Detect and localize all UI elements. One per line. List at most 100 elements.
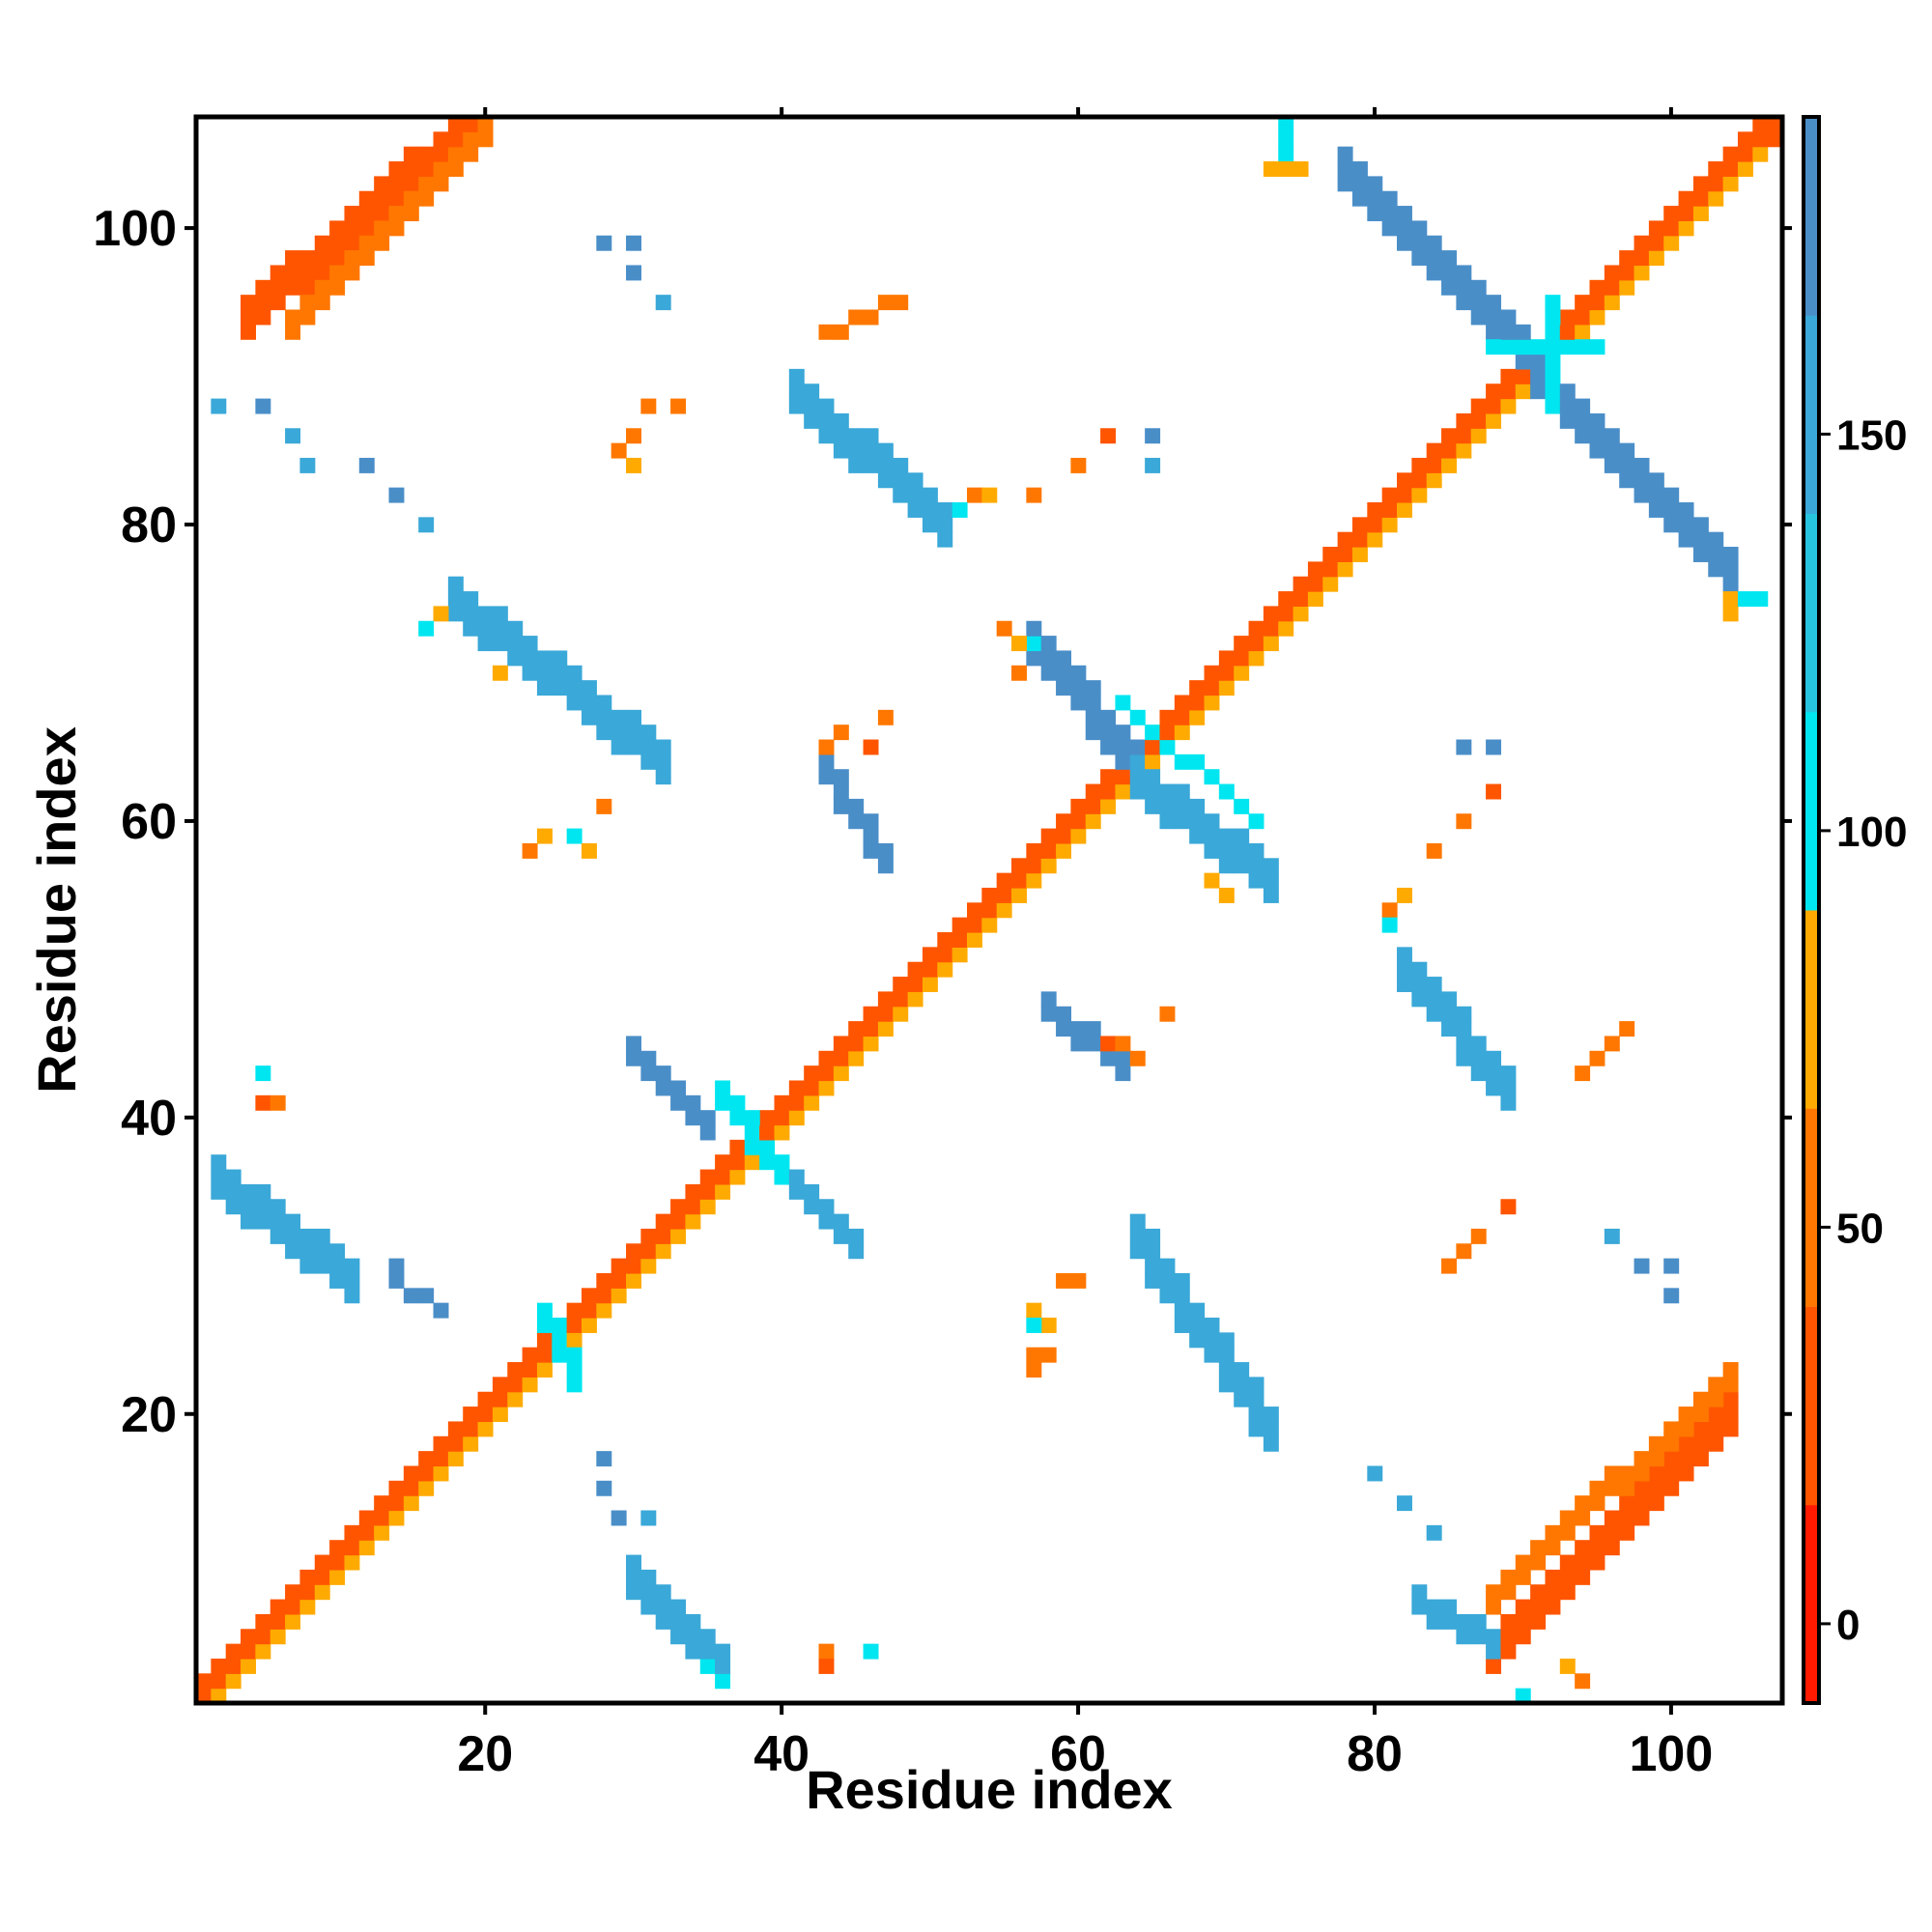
heatmap-cell bbox=[1708, 547, 1724, 562]
heatmap-cell bbox=[833, 798, 849, 814]
heatmap-cell bbox=[1559, 1658, 1576, 1674]
heatmap-cell bbox=[655, 1243, 671, 1260]
heatmap-cell bbox=[1500, 1080, 1517, 1096]
heatmap-cell bbox=[1486, 1080, 1502, 1096]
heatmap-cell bbox=[241, 1213, 256, 1230]
heatmap-cell bbox=[1678, 1465, 1694, 1482]
heatmap-cell bbox=[492, 1406, 508, 1423]
heatmap-cell bbox=[877, 457, 894, 473]
heatmap-cell bbox=[774, 1124, 790, 1141]
heatmap-cell bbox=[640, 739, 657, 755]
heatmap-cell bbox=[1648, 1435, 1664, 1452]
heatmap-cell bbox=[863, 442, 879, 459]
heatmap-cell bbox=[729, 1094, 746, 1111]
heatmap-cell bbox=[1129, 783, 1146, 800]
y-tick-label: 80 bbox=[121, 497, 177, 554]
heatmap-cell bbox=[1026, 487, 1042, 503]
y-tick-label: 100 bbox=[93, 201, 177, 257]
heatmap-cell bbox=[1530, 368, 1547, 384]
heatmap-cell bbox=[241, 1629, 256, 1645]
heatmap-cell bbox=[270, 279, 286, 296]
heatmap-cell bbox=[329, 1569, 346, 1585]
heatmap-cell bbox=[507, 636, 524, 652]
heatmap-cell bbox=[833, 1050, 849, 1066]
heatmap-cell bbox=[774, 1169, 790, 1185]
heatmap-cell bbox=[1604, 1480, 1620, 1496]
heatmap-cell bbox=[1486, 1584, 1502, 1601]
heatmap-cell bbox=[492, 1377, 508, 1393]
heatmap-cell bbox=[1575, 1673, 1591, 1690]
heatmap-cell bbox=[922, 947, 938, 963]
heatmap-cell bbox=[848, 798, 865, 814]
heatmap-cell bbox=[1026, 1318, 1042, 1333]
heatmap-cell bbox=[1248, 1377, 1264, 1393]
heatmap-cell bbox=[1648, 501, 1664, 518]
heatmap-cell bbox=[1129, 1243, 1146, 1260]
heatmap-cell bbox=[1411, 472, 1428, 489]
heatmap-cell bbox=[655, 769, 671, 785]
heatmap-cell bbox=[788, 1169, 805, 1185]
heatmap-cell bbox=[1545, 324, 1561, 340]
heatmap-cell bbox=[1604, 457, 1620, 473]
heatmap-cell bbox=[729, 1154, 746, 1171]
heatmap-cell bbox=[1248, 1421, 1264, 1437]
x-tick-label: 80 bbox=[1347, 1726, 1403, 1782]
heatmap-cell bbox=[1619, 442, 1635, 459]
heatmap-cell bbox=[1722, 176, 1739, 192]
heatmap-cell bbox=[358, 1510, 375, 1526]
heatmap-cell bbox=[1604, 1524, 1620, 1541]
heatmap-cell bbox=[863, 309, 879, 326]
heatmap-cell bbox=[463, 606, 479, 622]
heatmap-cell bbox=[863, 1643, 879, 1660]
heatmap-cell bbox=[403, 146, 419, 162]
heatmap-cell bbox=[1500, 1643, 1517, 1660]
heatmap-cell bbox=[1575, 1065, 1591, 1082]
heatmap-cell bbox=[596, 724, 612, 741]
heatmap-cell bbox=[314, 1569, 330, 1585]
heatmap-cell bbox=[314, 1258, 330, 1274]
colorbar-band bbox=[1805, 1108, 1817, 1307]
heatmap-cell bbox=[477, 1421, 494, 1437]
heatmap-cell bbox=[1159, 813, 1176, 830]
heatmap-cell bbox=[388, 220, 405, 237]
heatmap-cell bbox=[1026, 872, 1042, 889]
heatmap-cell bbox=[1663, 1421, 1680, 1437]
heatmap-cell bbox=[507, 650, 524, 667]
heatmap-cell bbox=[255, 1643, 271, 1660]
heatmap-cell bbox=[211, 1658, 227, 1674]
heatmap-cell bbox=[877, 709, 894, 725]
heatmap-cell bbox=[299, 279, 316, 296]
heatmap-cell bbox=[833, 412, 849, 429]
colorbar-band bbox=[1805, 117, 1817, 316]
heatmap-cell bbox=[1056, 665, 1072, 681]
heatmap-cell bbox=[699, 1643, 716, 1660]
heatmap-cell bbox=[1145, 739, 1161, 755]
heatmap-cell bbox=[344, 235, 360, 251]
heatmap-cell bbox=[863, 1036, 879, 1052]
heatmap-cell bbox=[596, 1288, 612, 1304]
heatmap-cell bbox=[937, 531, 953, 548]
y-tick-label: 60 bbox=[121, 794, 177, 850]
heatmap-cell bbox=[655, 1080, 671, 1096]
heatmap-cell bbox=[1500, 339, 1517, 355]
heatmap-cell bbox=[433, 176, 449, 192]
heatmap-cell bbox=[1678, 1451, 1694, 1467]
heatmap-cell bbox=[744, 1139, 760, 1155]
heatmap-cell bbox=[344, 220, 360, 237]
heatmap-cell bbox=[388, 1272, 405, 1289]
heatmap-cell bbox=[1129, 1213, 1146, 1230]
heatmap-cell bbox=[966, 932, 982, 948]
x-axis: 20 40 60 80 100 bbox=[457, 107, 1713, 1782]
heatmap-cell bbox=[1559, 1510, 1576, 1526]
heatmap-cell bbox=[1411, 991, 1428, 1008]
heatmap-cell bbox=[1026, 1347, 1042, 1363]
heatmap-cell bbox=[1589, 295, 1605, 311]
heatmap-cell bbox=[1129, 739, 1146, 755]
heatmap-cell bbox=[1722, 606, 1739, 622]
heatmap-cell bbox=[344, 1540, 360, 1556]
heatmap-cell bbox=[1545, 1599, 1561, 1615]
heatmap-cell bbox=[655, 1613, 671, 1630]
heatmap-cell bbox=[1515, 1569, 1531, 1585]
heatmap-cell bbox=[1056, 842, 1072, 859]
heatmap-cell bbox=[1056, 1021, 1072, 1037]
